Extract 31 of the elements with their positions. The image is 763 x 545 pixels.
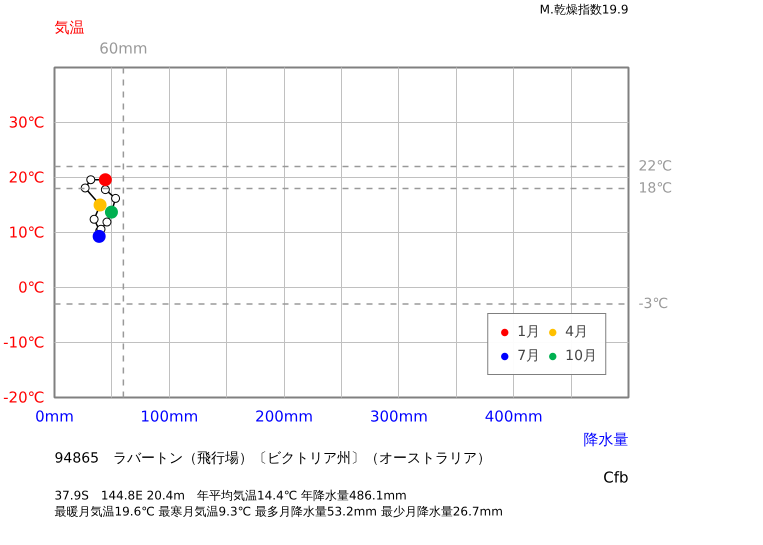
y-axis-title: 気温 — [54, 18, 84, 36]
ref-line-label: 60mm — [99, 40, 148, 58]
y-tick-label: -20℃ — [3, 388, 45, 406]
ref-line-label: -3℃ — [638, 296, 668, 312]
text: M.乾燥指数19.9 — [540, 2, 629, 16]
y-tick-label: 30℃ — [8, 114, 45, 132]
text: 最暖月気温19.6℃ 最寒月気温9.3℃ 最多月降水量53.2mm 最少月降水量26.7mm — [54, 504, 503, 518]
y-tick-label: -10℃ — [3, 334, 45, 352]
y-tick-label: 20℃ — [8, 168, 45, 186]
x-tick-label: 300mm — [370, 408, 428, 426]
x-tick-label: 100mm — [140, 408, 198, 426]
legend-label: 7月 — [517, 347, 540, 365]
text: Cfb — [603, 468, 629, 486]
x-axis-title: 降水量 — [584, 430, 628, 448]
x-tick-label: 200mm — [255, 408, 314, 426]
text: 37.9S 144.8E 20.4m 年平均気温14.4℃ 年降水量486.1mm — [54, 488, 407, 502]
y-tick-label: 0℃ — [18, 278, 44, 296]
legend-label: 10月 — [565, 347, 597, 365]
legend-label: 1月 — [517, 323, 540, 341]
point — [86, 175, 96, 184]
point — [102, 218, 112, 227]
point — [80, 183, 90, 192]
point — [111, 194, 120, 203]
x-tick-label: 0mm — [35, 408, 74, 426]
point — [90, 214, 99, 224]
ref-line-label: 22℃ — [638, 158, 672, 174]
y-tick-label: 10℃ — [8, 224, 45, 242]
ref-line-label: 18℃ — [638, 180, 672, 196]
x-tick-label: 400mm — [484, 408, 543, 426]
legend-label: 4月 — [565, 323, 588, 341]
text: 94865 ラバートン（飛行場）〔ビクトリア州〕（オーストラリア） — [54, 450, 492, 466]
